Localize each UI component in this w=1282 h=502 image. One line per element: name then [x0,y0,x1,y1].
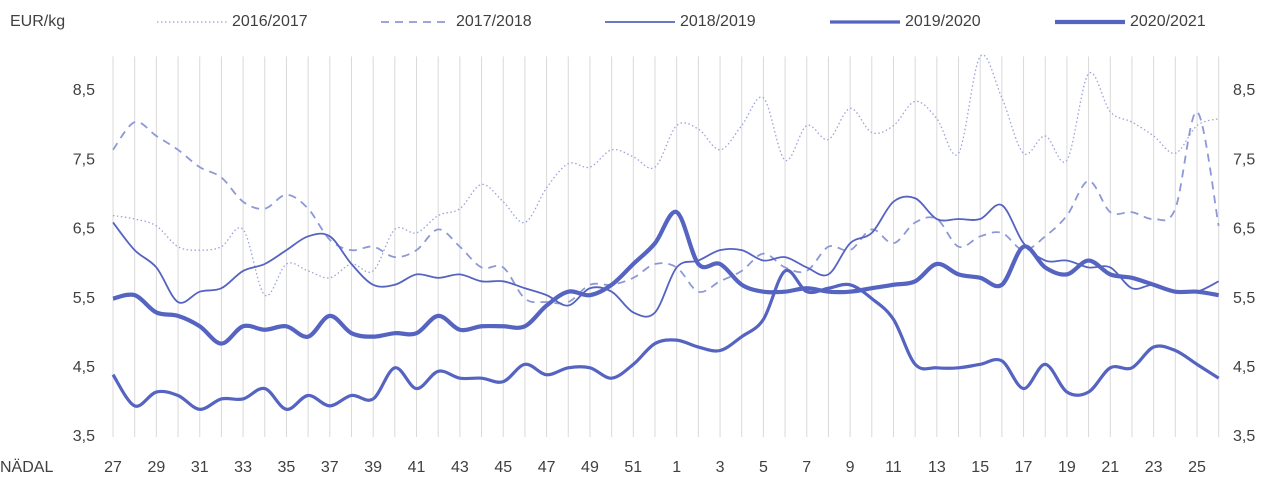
legend-label: 2018/2019 [680,13,756,30]
legend-label: 2017/2018 [456,13,532,30]
legend-label: 2020/2021 [1130,13,1206,30]
x-tick-label: 5 [759,459,768,476]
y-tick-label: 5,5 [73,290,95,307]
y-tick-label: 8,5 [73,82,95,99]
x-tick-label: 13 [928,459,946,476]
x-tick-label: 41 [408,459,426,476]
x-tick-label: 21 [1101,459,1119,476]
y-tick-label: 7,5 [73,151,95,168]
series-line [113,212,1219,344]
series-line [113,55,1219,296]
x-tick-label: 29 [147,459,165,476]
chart: EUR/kg NÄDAL 272931333537394143454749511… [0,0,1282,502]
y2-tick-label: 4,5 [1233,359,1255,376]
y2-tick-label: 6,5 [1233,221,1255,238]
legend-label: 2019/2020 [905,13,981,30]
y2-tick-label: 5,5 [1233,290,1255,307]
series-line [113,112,1219,304]
x-tick-label: 33 [234,459,252,476]
y-axis-label: EUR/kg [10,13,65,30]
x-tick-label: 7 [802,459,811,476]
x-tick-label: 31 [191,459,209,476]
y2-tick-label: 3,5 [1233,428,1255,445]
legend-label: 2016/2017 [232,13,308,30]
x-tick-label: 3 [716,459,725,476]
y2-tick-label: 8,5 [1233,82,1255,99]
x-tick-label: 25 [1188,459,1206,476]
x-tick-label: 19 [1058,459,1076,476]
x-tick-label: 27 [104,459,122,476]
x-tick-label: 49 [581,459,599,476]
x-tick-label: 51 [624,459,642,476]
x-axis-label: NÄDAL [0,458,53,476]
y2-tick-label: 7,5 [1233,151,1255,168]
y-tick-label: 4,5 [73,359,95,376]
x-tick-label: 15 [971,459,989,476]
x-tick-label: 39 [364,459,382,476]
x-tick-label: 35 [278,459,296,476]
y-tick-label: 6,5 [73,221,95,238]
x-tick-label: 9 [846,459,855,476]
x-tick-label: 43 [451,459,469,476]
x-tick-label: 1 [672,459,681,476]
x-tick-label: 23 [1145,459,1163,476]
x-tick-label: 47 [538,459,556,476]
x-tick-label: 45 [494,459,512,476]
x-tick-label: 17 [1015,459,1033,476]
y-tick-label: 3,5 [73,428,95,445]
x-tick-label: 37 [321,459,339,476]
x-tick-label: 11 [885,459,902,476]
series-line [113,197,1219,317]
